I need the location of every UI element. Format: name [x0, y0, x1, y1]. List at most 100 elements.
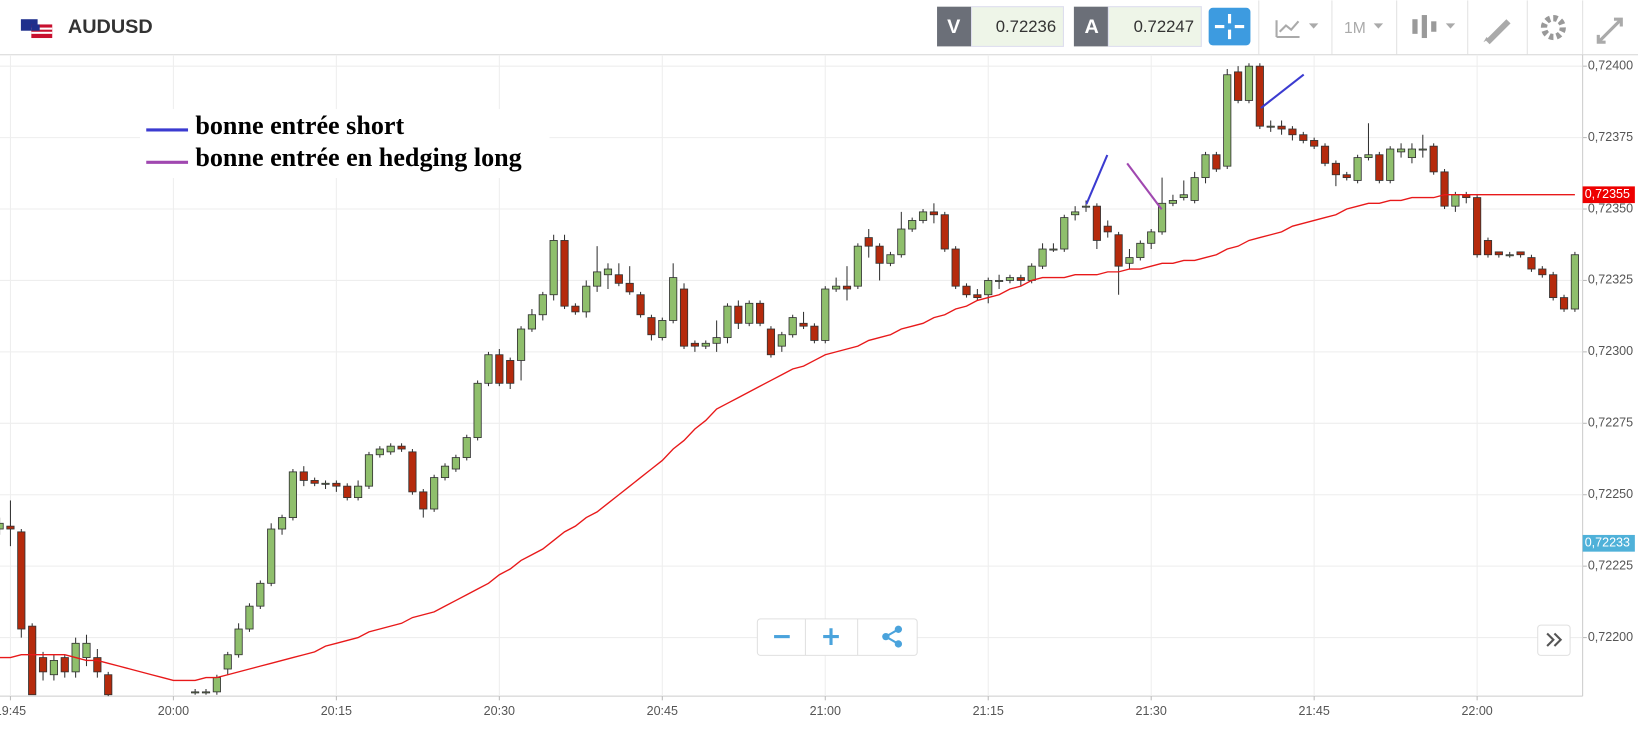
short-marker — [1085, 154, 1109, 205]
candle-body — [1092, 205, 1101, 241]
candle-body — [636, 294, 645, 316]
candle-body — [321, 482, 330, 485]
annotations — [1085, 73, 1305, 210]
candle-body — [549, 240, 558, 296]
candle-body — [245, 605, 254, 630]
hedge-marker — [1126, 162, 1163, 210]
candle-body — [6, 525, 15, 530]
candle-body — [918, 211, 928, 221]
candle-body — [940, 214, 949, 250]
candle-body — [1288, 128, 1297, 136]
candle-body — [104, 674, 113, 696]
x-tick-label: 21:45 — [1298, 704, 1329, 718]
candle-body — [1201, 154, 1210, 179]
candle-body — [756, 302, 765, 324]
draw-icon[interactable] — [1483, 19, 1511, 45]
toolbar: AUDUSD V 0.72236 A 0.72247 1M — [0, 0, 1638, 56]
candle-body — [1179, 194, 1188, 199]
x-tick-label: 21:00 — [810, 704, 841, 718]
chart-type-icon[interactable] — [1275, 20, 1300, 39]
y-tick-label: 0,72200 — [1588, 630, 1633, 644]
candle-body — [310, 480, 319, 484]
candle-body — [701, 342, 710, 347]
zoom-in[interactable] — [823, 628, 839, 645]
crosshair-button[interactable] — [1208, 7, 1251, 46]
candle-body — [908, 220, 917, 230]
y-tick-label: 0,72250 — [1588, 487, 1633, 501]
candle-body — [1223, 74, 1232, 167]
flag — [20, 19, 53, 39]
candle-body — [560, 240, 569, 307]
y-tick-label: 0,72375 — [1588, 130, 1633, 144]
candle-body — [1234, 71, 1243, 101]
candle-body — [1038, 248, 1047, 267]
candle-body — [484, 354, 493, 384]
candle-body — [799, 322, 808, 327]
candle-body — [810, 325, 819, 341]
candle-body — [1440, 171, 1449, 207]
legend-label: bonne entrée short — [195, 111, 404, 140]
x-tick-label: 20:30 — [484, 704, 515, 718]
candle-body — [1136, 242, 1145, 259]
candle-body — [462, 437, 471, 459]
candle-body — [1049, 248, 1058, 251]
share[interactable] — [882, 625, 903, 648]
toolbar-bg — [0, 0, 1638, 55]
candle-body — [1342, 174, 1351, 179]
candle-body — [1005, 277, 1015, 281]
candle-body — [1168, 200, 1177, 204]
candle-body — [1473, 197, 1482, 256]
candle-body — [1157, 202, 1167, 233]
settings-icon[interactable] — [1540, 15, 1566, 41]
sell-button[interactable] — [937, 6, 972, 47]
legend-bg — [139, 109, 550, 179]
candle-body — [984, 280, 993, 296]
buy-button[interactable] — [1073, 6, 1109, 47]
candle-body — [853, 245, 862, 287]
candle-body — [375, 448, 384, 456]
candle-body — [332, 482, 341, 487]
candle-body — [1570, 254, 1579, 310]
candle-body — [38, 657, 48, 673]
candle-body — [299, 471, 308, 481]
candle-body — [49, 660, 58, 676]
candle-body — [1060, 217, 1069, 250]
dividers — [1258, 0, 1584, 55]
candle-body — [267, 528, 276, 584]
x-tick-label: 22:00 — [1461, 704, 1492, 718]
candle-body — [842, 285, 852, 290]
candles-icon[interactable] — [1412, 15, 1437, 39]
candle-body — [625, 282, 634, 293]
candle-body — [473, 382, 482, 439]
candle-body — [973, 294, 982, 299]
y-tick-label: 0,72225 — [1588, 558, 1633, 572]
y-tick-label: 0,72300 — [1588, 344, 1633, 358]
plot-area — [0, 63, 1579, 697]
candle-body — [821, 288, 830, 341]
candle-body — [93, 657, 102, 673]
candle-body — [28, 625, 37, 696]
candle-body — [582, 285, 591, 313]
fullscreen-icon[interactable] — [1596, 17, 1623, 44]
timeframe[interactable]: 1M — [1344, 20, 1366, 37]
y-tick-label: 0,72350 — [1588, 201, 1633, 215]
candle-body — [723, 305, 732, 339]
candle-body — [832, 285, 841, 290]
candle-body — [60, 657, 69, 673]
moving-average — [0, 194, 1575, 682]
candle-body — [593, 271, 602, 287]
candle-body — [1549, 274, 1558, 299]
sell-price-box[interactable] — [970, 6, 1064, 47]
candle-body — [647, 317, 656, 336]
price-marker-label: 0,72355 — [1585, 187, 1630, 201]
candle-body — [1277, 125, 1286, 130]
candle-body — [201, 691, 211, 694]
candle-body — [82, 642, 91, 658]
candle-body — [1483, 240, 1493, 256]
candle-body — [419, 491, 428, 510]
candle-body — [256, 582, 265, 607]
axes: 0,72200 0,72225 0,72250 0,72275 0,72300 0,723… — [0, 58, 1635, 718]
buy-price-box[interactable] — [1107, 6, 1202, 47]
candle-body — [788, 317, 797, 336]
candle-body — [766, 328, 776, 356]
